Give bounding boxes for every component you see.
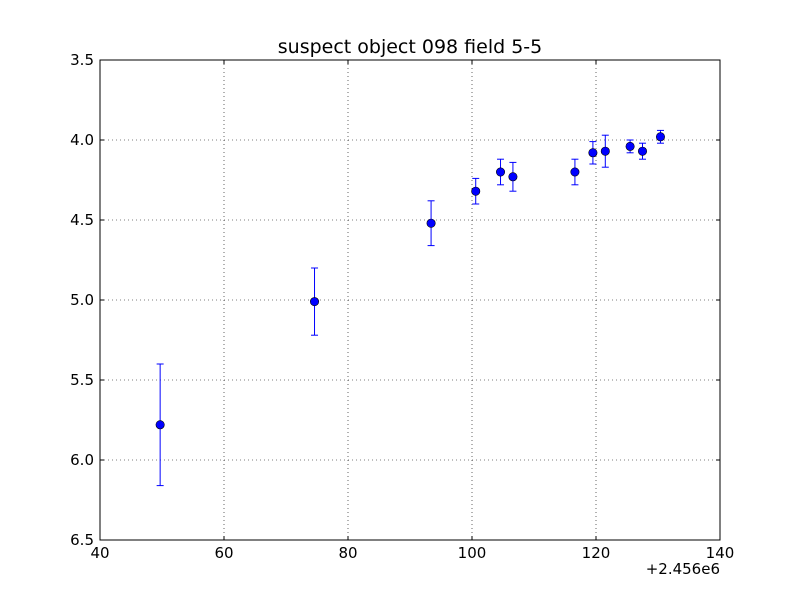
y-tick-label: 6.0: [70, 451, 94, 469]
data-point: [570, 167, 580, 177]
data-point: [637, 146, 647, 156]
data-point: [426, 218, 436, 228]
axis-ticks: 40 60 80 100 120 140 3.5 4.0 4.5 5.0 5.5 6.0 6.5: [70, 51, 734, 562]
data-point: [496, 167, 506, 177]
data-point: [155, 420, 165, 430]
y-tick-label: 3.5: [70, 51, 94, 69]
data-point: [655, 132, 665, 142]
data-series: [155, 129, 665, 487]
x-offset-label: +2.456e6: [646, 560, 720, 578]
chart-title: suspect object 098 field 5-5: [278, 36, 543, 58]
grid-lines: [100, 60, 720, 540]
data-point: [600, 146, 610, 156]
data-point: [471, 186, 481, 196]
x-tick-label: 100: [458, 544, 487, 562]
x-tick-label: 120: [582, 544, 611, 562]
data-point: [508, 172, 518, 182]
data-point: [310, 297, 320, 307]
y-tick-label: 4.0: [70, 131, 94, 149]
y-tick-label: 5.0: [70, 291, 94, 309]
x-tick-label: 140: [706, 544, 735, 562]
data-point: [588, 148, 598, 158]
y-tick-label: 5.5: [70, 371, 94, 389]
y-tick-label: 6.5: [70, 531, 94, 549]
data-point: [625, 141, 635, 151]
x-tick-label: 80: [338, 544, 357, 562]
x-tick-label: 40: [90, 544, 109, 562]
x-tick-label: 60: [214, 544, 233, 562]
y-tick-label: 4.5: [70, 211, 94, 229]
